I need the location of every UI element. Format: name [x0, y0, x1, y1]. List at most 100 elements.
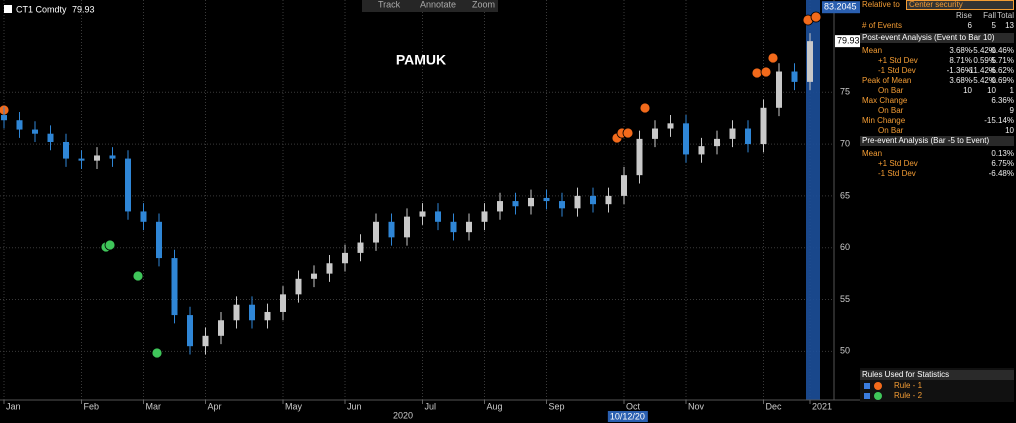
marker-price-box [822, 1, 860, 14]
row-value: -11.42% [966, 66, 996, 75]
x-tick-label: Dec [766, 401, 783, 411]
crosshair-box [607, 411, 648, 422]
candle-body [466, 221, 472, 233]
candle-body [497, 201, 503, 212]
row-value: -0.46% [988, 46, 1014, 55]
candle-body [667, 123, 674, 129]
candle-body [249, 304, 255, 321]
candle-body [233, 304, 240, 321]
x-tick-label: Mar [146, 401, 162, 411]
row-label: On Bar [878, 86, 904, 95]
panel-row: Mean 3.68% -5.42% -0.46% [860, 46, 1014, 56]
row-value: 9 [1009, 106, 1014, 115]
column-header: Total [997, 11, 1014, 20]
candle-body [357, 242, 364, 253]
toolbar-zoom[interactable]: Zoom [472, 0, 495, 9]
row-value: 5.71% [991, 56, 1014, 65]
row-value: 10 [987, 86, 996, 95]
candle-body [311, 273, 317, 279]
candle-body [295, 278, 302, 295]
candle-body [140, 211, 147, 222]
rules-title: Rules Used for Statistics [860, 370, 1014, 380]
candle-body [264, 311, 271, 321]
candle-body [698, 146, 705, 155]
row-value: -1.36% [946, 66, 972, 75]
candle-body [435, 211, 441, 222]
row-value: -6.62% [988, 66, 1014, 75]
y-tick-label: 50 [840, 346, 850, 356]
candle-body [450, 221, 457, 233]
candle-body [636, 138, 643, 176]
candle-body [388, 221, 395, 238]
x-tick-label: Sep [549, 401, 565, 411]
rule-row: Rule - 1 [864, 381, 1004, 391]
row-value: 10 [963, 86, 972, 95]
x-tick-label: Jan [6, 401, 21, 411]
rule-2-icons [100, 239, 163, 359]
section-header: Pre-event Analysis (Bar -5 to Event) [860, 136, 1014, 146]
x-tick-label: Jun [347, 401, 362, 411]
rule-label: Rule - 2 [894, 391, 923, 400]
candle-body [543, 197, 550, 202]
row-value: -6.48% [988, 169, 1014, 178]
candle-body [745, 128, 751, 145]
row-value: 5 [991, 21, 996, 30]
x-tick-label: May [285, 401, 303, 411]
legend-swatch [4, 5, 12, 13]
x-tick-label: Jul [425, 401, 437, 411]
panel-row: On Bar 9 [860, 106, 1014, 116]
row-value: 0.69% [991, 76, 1014, 85]
row-label: # of Events [862, 21, 903, 30]
toolbar [362, 0, 498, 12]
section-header: Post-event Analysis (Event to Bar 10) [860, 33, 1014, 43]
candle-body [621, 175, 627, 196]
x-tick-label: Aug [487, 401, 503, 411]
panel-row: +1 Std Dev 8.71% 0.59% 5.71% [860, 56, 1014, 66]
y-tick-label: 75 [840, 87, 850, 97]
candle-body [218, 320, 224, 336]
candle-body [280, 294, 286, 312]
row-label: -1 Std Dev [878, 66, 916, 75]
rule-1-icons [0, 11, 822, 144]
row-value: 6.75% [991, 159, 1014, 168]
row-value: 1 [1009, 86, 1014, 95]
relative-label: Relative to [862, 0, 900, 9]
rule-checkbox [864, 393, 870, 399]
last-price-label: 79.93 [837, 36, 860, 46]
panel-row: -1 Std Dev -1.36% -11.42% -6.62% [860, 66, 1014, 76]
row-label: On Bar [878, 126, 904, 135]
row-value: 10 [1005, 126, 1014, 135]
row-label: Peak of Mean [862, 76, 912, 85]
toolbar-annotate[interactable]: Annotate [420, 0, 456, 9]
panel-row: Min Change -15.14% [860, 116, 1014, 126]
row-value: 0.59% [973, 56, 996, 65]
row-label: Mean [862, 149, 883, 158]
candle-body [605, 195, 612, 205]
rule-row: Rule - 2 [864, 391, 1004, 401]
y-tick-label: 60 [840, 242, 850, 252]
row-label: Max Change [862, 96, 908, 105]
row-label: +1 Std Dev [878, 159, 918, 168]
panel-row: Relative to Center security [860, 0, 1014, 10]
y-tick-label: 65 [840, 190, 850, 200]
panel-row: On Bar 10 [860, 126, 1014, 136]
row-label: Mean [862, 46, 883, 55]
y-tick-label: 70 [840, 138, 850, 148]
candle-body [63, 141, 69, 159]
last-price-box [835, 35, 860, 48]
candle-body [326, 263, 333, 274]
event-panel: Relative to Center security Rise Fall Total #… [860, 0, 1016, 423]
x-tick-label: Feb [84, 401, 100, 411]
current-highlight [806, 0, 820, 400]
candle-body [574, 195, 581, 209]
toolbar-track[interactable]: Track [378, 0, 401, 9]
candle-body [373, 221, 379, 243]
panel-row: Mean 0.13% [860, 149, 1014, 159]
candle-body [47, 133, 54, 142]
candle-body [714, 138, 720, 147]
row-label: -1 Std Dev [878, 169, 916, 178]
candle-body [776, 71, 782, 108]
candle-body [528, 197, 534, 207]
candle-body [342, 252, 348, 264]
rule-icon [874, 392, 882, 400]
